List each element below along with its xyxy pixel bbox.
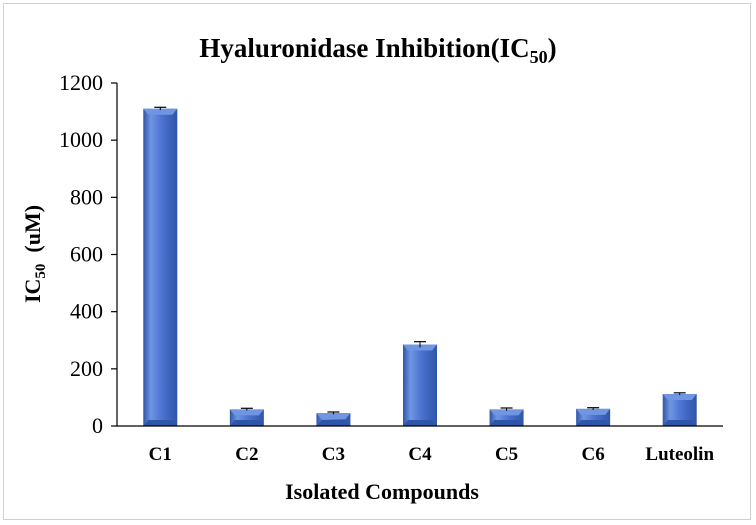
y-tick-label: 1000 [59, 127, 103, 152]
y-tick-label: 600 [70, 242, 103, 267]
y-axis-label-sub: 50 [33, 264, 49, 279]
x-tick-label: C5 [495, 444, 518, 465]
chart-frame [3, 3, 751, 520]
y-axis-label-main: IC [20, 279, 45, 303]
y-tick-label: 400 [70, 299, 103, 324]
bar-c2 [229, 407, 264, 426]
bar-c3 [316, 411, 351, 426]
bar-bevel-top [662, 393, 697, 400]
y-tick-label: 1200 [59, 70, 103, 95]
x-tick-label: C2 [235, 444, 258, 465]
x-tick-label: C6 [582, 444, 605, 465]
chart-title-end: ) [548, 33, 557, 63]
x-tick-label: C3 [322, 444, 345, 465]
y-axis-label: IC50 (uM) [20, 205, 49, 303]
bar-c1 [143, 106, 178, 426]
bar-bevel-top [316, 413, 351, 420]
chart-title-sub: 50 [530, 47, 548, 67]
y-tick-label: 0 [92, 413, 103, 438]
chart-title-main: Hyaluronidase Inhibition(IC [199, 33, 529, 63]
bar-c5 [489, 407, 524, 426]
x-axis-label: Isolated Compounds [285, 479, 479, 504]
y-axis: 0 200 400 600 800 1000 1200 [59, 70, 117, 438]
bars [143, 106, 697, 426]
y-axis-label-end: (uM) [20, 205, 45, 264]
bar-bevel-bottom [576, 420, 611, 426]
bar-luteolin [662, 392, 697, 426]
bar-bevel-top [576, 408, 611, 415]
bar-bevel-bottom [662, 420, 697, 426]
bar-bevel-top [143, 108, 178, 115]
y-tick-label: 800 [70, 184, 103, 209]
bar-body [143, 108, 178, 426]
bar-c4 [403, 341, 437, 426]
x-tick-label: Luteolin [645, 444, 714, 465]
bar-bevel-bottom [316, 420, 351, 426]
bar-bevel-top [489, 409, 524, 416]
bar-body [403, 344, 437, 426]
x-axis: C1 C2 C3 C4 C5 C6 Luteolin [149, 444, 715, 465]
x-tick-label: C4 [408, 444, 432, 465]
bar-bevel-bottom [229, 420, 264, 426]
bar-bevel-bottom [403, 420, 437, 426]
bar-bevel-bottom [143, 420, 178, 426]
bar-bevel-bottom [489, 420, 524, 426]
bar-c6 [576, 407, 611, 426]
x-tick-label: C1 [149, 444, 172, 465]
bar-bevel-top [403, 344, 437, 351]
bar-bevel-top [229, 409, 264, 416]
chart-title: Hyaluronidase Inhibition(IC50) [199, 33, 556, 67]
y-tick-label: 200 [70, 356, 103, 381]
